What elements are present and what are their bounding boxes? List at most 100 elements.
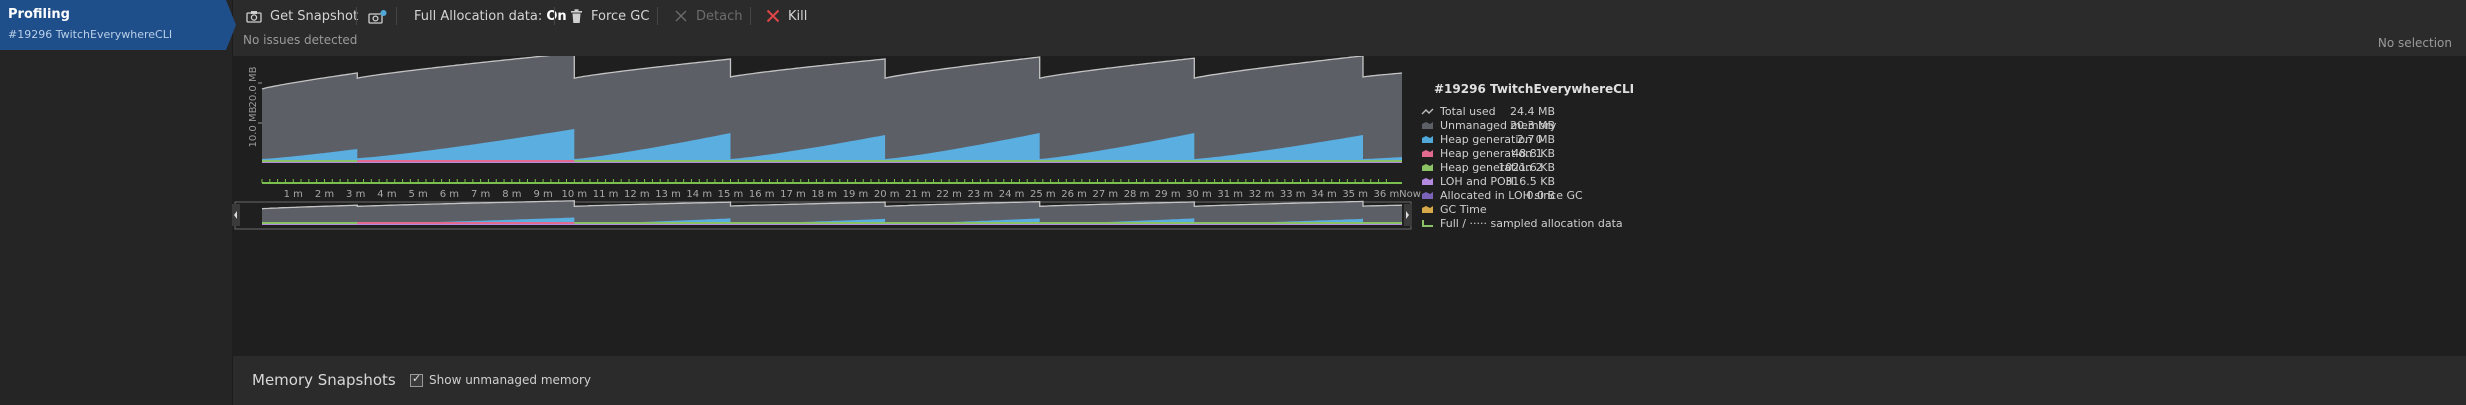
legend-swatch-icon [1422, 206, 1433, 213]
force-gc-label: Force GC [591, 8, 650, 24]
sidebar: Profiling #19296 TwitchEverywhereCLI [0, 0, 236, 405]
time-tick-label: 16 m [749, 189, 775, 200]
chevron-right-icon [1406, 211, 1409, 219]
main-total-used-line [261, 52, 1403, 90]
kill-button[interactable]: Kill [766, 7, 807, 25]
time-tick-label: 26 m [1061, 189, 1087, 200]
overview-heap-gen2-band [885, 222, 1040, 225]
overview-heap-gen2-band [1362, 222, 1402, 225]
legend-label: Allocated in LOH since GC [1440, 189, 1583, 202]
time-tick-label: 25 m [1030, 189, 1056, 200]
legend-swatch-icon [1422, 150, 1433, 157]
time-tick-label: 2 m [315, 189, 334, 200]
time-tick-label: 36 m [1374, 189, 1400, 200]
main-heap-gen2-band [885, 160, 1040, 163]
main-heap-gen2-band [574, 160, 731, 163]
overview-heap-gen1-band [357, 222, 575, 225]
legend-value: 48.8 KB [1512, 147, 1555, 160]
time-tick-label: 27 m [1092, 189, 1118, 200]
selection-status: No selection [2377, 36, 2452, 50]
session-selected-arrow [226, 0, 236, 50]
legend-label: Full / ····· sampled allocation data [1440, 217, 1623, 230]
get-snapshot-button[interactable]: Get Snapshot [246, 7, 358, 25]
time-tick-label: 17 m [780, 189, 806, 200]
legend-swatch-icon [1422, 192, 1433, 199]
time-tick-label: 15 m [718, 189, 744, 200]
checkbox-checked-icon[interactable] [410, 372, 423, 387]
time-tick-label: 8 m [502, 189, 521, 200]
overview-plot[interactable] [232, 200, 1412, 230]
time-tick-label: 21 m [905, 189, 931, 200]
time-tick-label: 35 m [1342, 189, 1368, 200]
chart-legend: #19296 TwitchEverywhereCLI Total used 24.… [1421, 82, 1634, 230]
legend-label: Total used [1439, 105, 1496, 118]
snapshots-bar: Memory Snapshots Show unmanaged memory [232, 356, 2466, 405]
time-tick-label: 24 m [999, 189, 1025, 200]
time-tick-label: 6 m [440, 189, 459, 200]
time-tick-label: 20 m [874, 189, 900, 200]
legend-label: Heap generation 0 [1440, 133, 1543, 146]
legend-swatch-icon [1422, 122, 1433, 129]
session-item[interactable]: Profiling #19296 TwitchEverywhereCLI [0, 0, 226, 50]
overview-heap-gen2-band [1194, 222, 1363, 225]
time-tick-label: 19 m [843, 189, 869, 200]
time-tick-label: 18 m [811, 189, 837, 200]
main-loh-band [262, 162, 1402, 163]
time-tick-label: 13 m [655, 189, 681, 200]
main-heap-gen2-band [1039, 160, 1195, 163]
time-tick-label: 9 m [533, 189, 552, 200]
time-tick-label: 34 m [1311, 189, 1337, 200]
camera-settings-icon [368, 9, 387, 24]
overview-loh-band [262, 224, 1402, 225]
time-tick-label: 31 m [1217, 189, 1243, 200]
get-snapshot-label: Get Snapshot [270, 8, 359, 24]
legend-line-icon [1421, 108, 1434, 115]
legend-label: LOH and POH [1440, 175, 1514, 188]
detach-button[interactable]: Detach [674, 7, 742, 25]
toolbar-separator [657, 7, 658, 25]
show-unmanaged-label: Show unmanaged memory [429, 373, 591, 387]
overview-heap-gen2-band [1039, 222, 1195, 225]
legend-swatch-icon [1422, 178, 1433, 185]
session-process: #19296 TwitchEverywhereCLI [8, 28, 173, 41]
legend-value: 1021.6 KB [1498, 161, 1555, 174]
time-tick-label: Now [1399, 189, 1421, 200]
time-tick-label: 10 m [562, 189, 588, 200]
time-tick-label: 1 m [284, 189, 303, 200]
time-tick-label: 28 m [1124, 189, 1150, 200]
main-heap-gen1-band [357, 160, 575, 163]
time-tick-label: 11 m [593, 189, 619, 200]
full-allocation-label: Full Allocation data: [414, 8, 547, 24]
legend-value: 24.4 MB [1510, 105, 1555, 118]
issues-status: No issues detected [243, 33, 358, 47]
memory-chart-panel: 20.0 MB 10.0 MB 1 m 2 m 3 m 4 m 5 m 6 m 7 m 8 m 9… [232, 52, 2466, 356]
full-allocation-value: On [546, 8, 567, 24]
y-tick-label: 20.0 MB [248, 66, 259, 107]
legend-value: 2.7 MB [1517, 133, 1555, 146]
main-plot[interactable] [261, 52, 1403, 163]
full-allocation-toggle[interactable]: Full Allocation data: On [414, 7, 567, 25]
toolbar-separator [356, 7, 357, 25]
legend-label: GC Time [1440, 203, 1487, 216]
time-tick-label: 33 m [1280, 189, 1306, 200]
camera-icon [246, 10, 262, 23]
memory-snapshots-title: Memory Snapshots [252, 371, 396, 389]
show-unmanaged-checkbox[interactable]: Show unmanaged memory [410, 372, 591, 387]
main-heap-gen2-band [1194, 160, 1363, 163]
time-tick-label: 5 m [409, 189, 428, 200]
time-tick-label: 3 m [346, 189, 365, 200]
chevron-left-icon [234, 211, 237, 219]
snapshot-settings-button[interactable] [368, 7, 396, 25]
legend-step-icon [1422, 220, 1433, 227]
overview-total-used-line [261, 200, 1403, 210]
legend-value: 20.3 MB [1510, 119, 1555, 132]
time-tick-label: 7 m [471, 189, 490, 200]
toolbar-separator [750, 7, 751, 25]
time-axis: 1 m 2 m 3 m 4 m 5 m 6 m 7 m 8 m 9 m 10 m 11 m 12 m 1… [261, 179, 1421, 200]
kill-label: Kill [788, 8, 808, 24]
time-tick-label: 14 m [686, 189, 712, 200]
force-gc-button[interactable]: Force GC [570, 7, 649, 25]
legend-swatch-icon [1422, 136, 1433, 143]
legend-label: Heap generation 1 [1440, 147, 1543, 160]
